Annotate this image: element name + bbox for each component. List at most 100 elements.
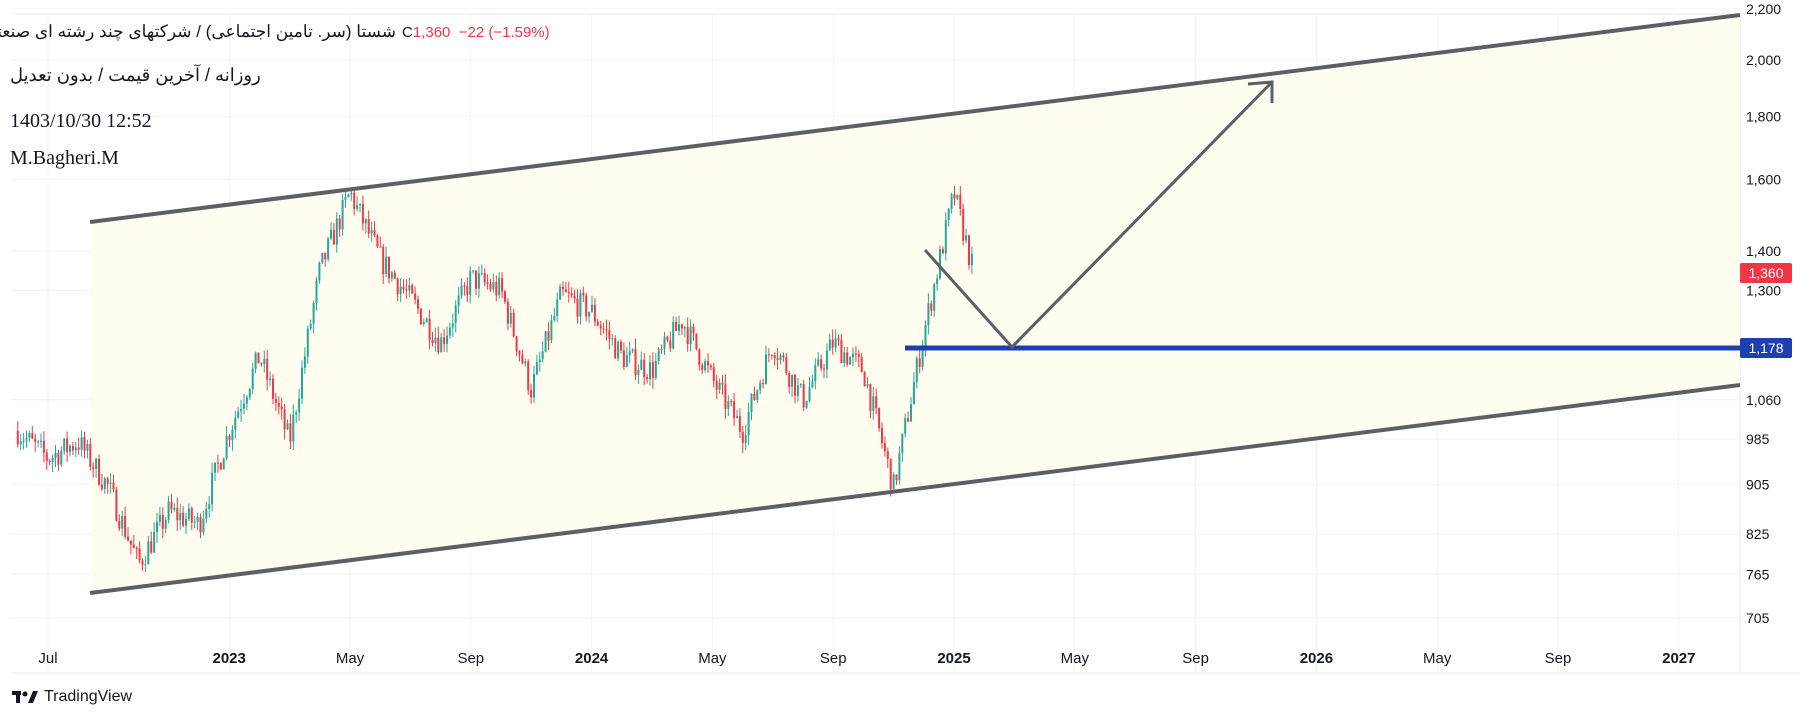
candle-body — [324, 252, 327, 260]
candle-body — [57, 452, 60, 465]
candle-body — [506, 301, 509, 324]
candle-body — [521, 354, 524, 364]
candle-body — [640, 359, 643, 370]
candle-body — [234, 417, 237, 430]
candle-body — [63, 438, 66, 451]
candle-body — [330, 229, 332, 239]
candle-body — [515, 336, 518, 352]
channel-upper-line[interactable] — [89, 13, 1741, 224]
support-badge: 1,178 — [1740, 338, 1792, 358]
legend-symbol-line: شستا (سر. تامین اجتماعی) / شرکتهای چند ر… — [0, 22, 396, 42]
candle-body — [353, 192, 356, 209]
projection-path[interactable] — [923, 80, 1274, 350]
candle-body — [741, 431, 744, 443]
candle-body — [156, 521, 158, 533]
candle-body — [582, 292, 585, 296]
candle-body — [257, 352, 260, 364]
candle-body — [501, 278, 504, 292]
candle-body — [805, 400, 808, 408]
candle-body — [446, 335, 448, 344]
candle-body — [347, 194, 350, 198]
candle-body — [585, 295, 588, 317]
candle-body — [25, 437, 28, 441]
candle-body — [402, 286, 405, 290]
time-axis[interactable]: Jul 2023 May Sep 2024 May Sep 2025 May Sep 2026 May… — [38, 650, 1695, 667]
price-axis[interactable]: 2,200 2,000 1,800 1,600 1,400 1,300 1,060 985 90… — [1746, 1, 1781, 626]
candle-body — [37, 441, 40, 443]
candle-body — [915, 358, 918, 383]
candle-body — [733, 401, 736, 419]
candle-body — [127, 536, 129, 541]
candle-body — [541, 351, 544, 360]
candle-body — [672, 321, 675, 349]
candle-body — [69, 445, 71, 453]
candle-body — [875, 396, 878, 409]
candle-body — [538, 359, 541, 363]
candles — [16, 185, 973, 573]
candle-body — [306, 328, 309, 357]
time-tick-label: Sep — [820, 650, 847, 667]
candle-body — [968, 235, 970, 265]
candle-body — [646, 377, 649, 380]
candle-body — [98, 458, 100, 485]
tradingview-branding[interactable]: TradingView — [12, 688, 132, 706]
time-tick-label: 2023 — [213, 650, 246, 667]
candle-body — [422, 322, 425, 325]
candle-body — [196, 516, 199, 522]
candle-body — [611, 338, 614, 340]
candle-body — [689, 326, 692, 345]
candle-body — [883, 443, 886, 452]
candle-body — [388, 256, 390, 279]
candle-body — [272, 378, 274, 399]
time-tick-label: Sep — [1545, 650, 1572, 667]
candle-body — [825, 350, 828, 370]
candle-body — [437, 337, 440, 353]
time-tick-label: May — [698, 650, 727, 667]
candle-body — [332, 229, 335, 245]
candle-body — [28, 433, 31, 438]
support-price-label: 1,178 — [1748, 340, 1783, 356]
candle-body — [533, 374, 535, 398]
candle-body — [849, 357, 852, 365]
candle-body — [489, 284, 492, 290]
channel-lower-line[interactable] — [89, 383, 1741, 595]
candle-body — [382, 246, 385, 275]
time-tick-label: May — [336, 650, 365, 667]
candle-body — [901, 433, 904, 454]
candle-body — [924, 325, 927, 347]
candle-body — [869, 384, 872, 411]
candle-body — [518, 351, 521, 355]
candle-body — [567, 292, 570, 294]
candle-body — [504, 291, 506, 302]
candle-body — [814, 365, 817, 382]
candle-body — [872, 396, 875, 411]
candle-body — [930, 303, 933, 311]
ohlc-readout: C1,360 −22 (−1.59%) — [402, 24, 550, 41]
candle-body — [338, 218, 341, 230]
candle-body — [335, 218, 338, 245]
candle-body — [135, 548, 138, 550]
price-tick-label: 705 — [1746, 610, 1770, 626]
candle-body — [266, 358, 269, 380]
candle-body — [788, 373, 791, 387]
candle-body — [927, 303, 930, 326]
candle-body — [141, 560, 144, 565]
candle-body — [16, 430, 19, 445]
candle-body — [356, 204, 359, 209]
candle-body — [831, 339, 834, 348]
candle-body — [828, 339, 831, 351]
candle-body — [921, 346, 924, 367]
candle-body — [527, 361, 530, 391]
candle-body — [411, 285, 414, 294]
candle-body — [321, 252, 324, 263]
candle-body — [593, 304, 596, 322]
candle-body — [820, 359, 823, 369]
price-tick-label: 1,300 — [1746, 283, 1781, 299]
candle-body — [570, 293, 573, 296]
candle-body — [51, 457, 54, 462]
candle-body — [40, 440, 42, 442]
candle-body — [547, 331, 550, 341]
candle-body — [214, 462, 216, 473]
candle-body — [469, 271, 472, 295]
